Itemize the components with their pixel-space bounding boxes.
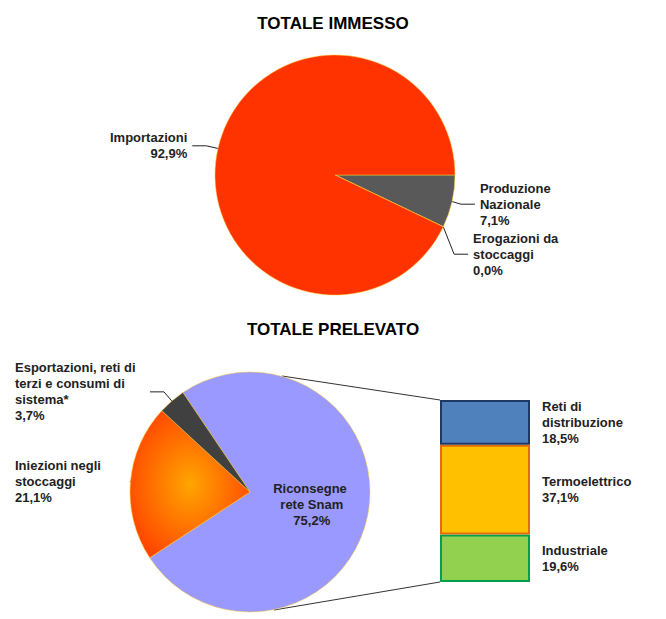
svg-text:19,6%: 19,6% [542,559,579,574]
svg-text:3,7%: 3,7% [15,408,45,423]
svg-text:Erogazioni da: Erogazioni da [473,231,562,246]
svg-text:TOTALE IMMESSO: TOTALE IMMESSO [257,14,408,33]
svg-text:Riconsegne: Riconsegne [273,481,350,496]
svg-text:distribuzione: distribuzione [542,415,623,430]
svg-text:Reti di: Reti di [542,399,585,414]
svg-text:21,1%: 21,1% [15,490,52,505]
svg-text:Produzione: Produzione [480,181,554,196]
svg-text:rete Snam: rete Snam [280,497,343,512]
svg-text:TOTALE PRELEVATO: TOTALE PRELEVATO [247,320,419,339]
svg-text:75,2%: 75,2% [293,513,330,528]
svg-text:Termoelettrico: Termoelettrico [542,474,631,489]
svg-text:Iniezioni negli: Iniezioni negli [15,458,105,473]
svg-text:0,0%: 0,0% [473,263,503,278]
svg-text:Industriale: Industriale [542,543,608,558]
svg-text:stoccaggi: stoccaggi [473,247,534,262]
svg-text:stoccaggi: stoccaggi [15,474,76,489]
svg-text:7,1%: 7,1% [480,213,510,228]
svg-text:sistema*: sistema* [15,392,69,407]
svg-text:Nazionale: Nazionale [480,197,541,212]
svg-text:18,5%: 18,5% [542,431,579,446]
svg-text:terzi e consumi di: terzi e consumi di [15,376,128,391]
svg-text:Esportazioni, reti di: Esportazioni, reti di [15,360,139,375]
svg-text:Importazioni: Importazioni [110,130,187,145]
svg-text:92,9%: 92,9% [150,146,187,161]
svg-text:37,1%: 37,1% [542,490,579,505]
